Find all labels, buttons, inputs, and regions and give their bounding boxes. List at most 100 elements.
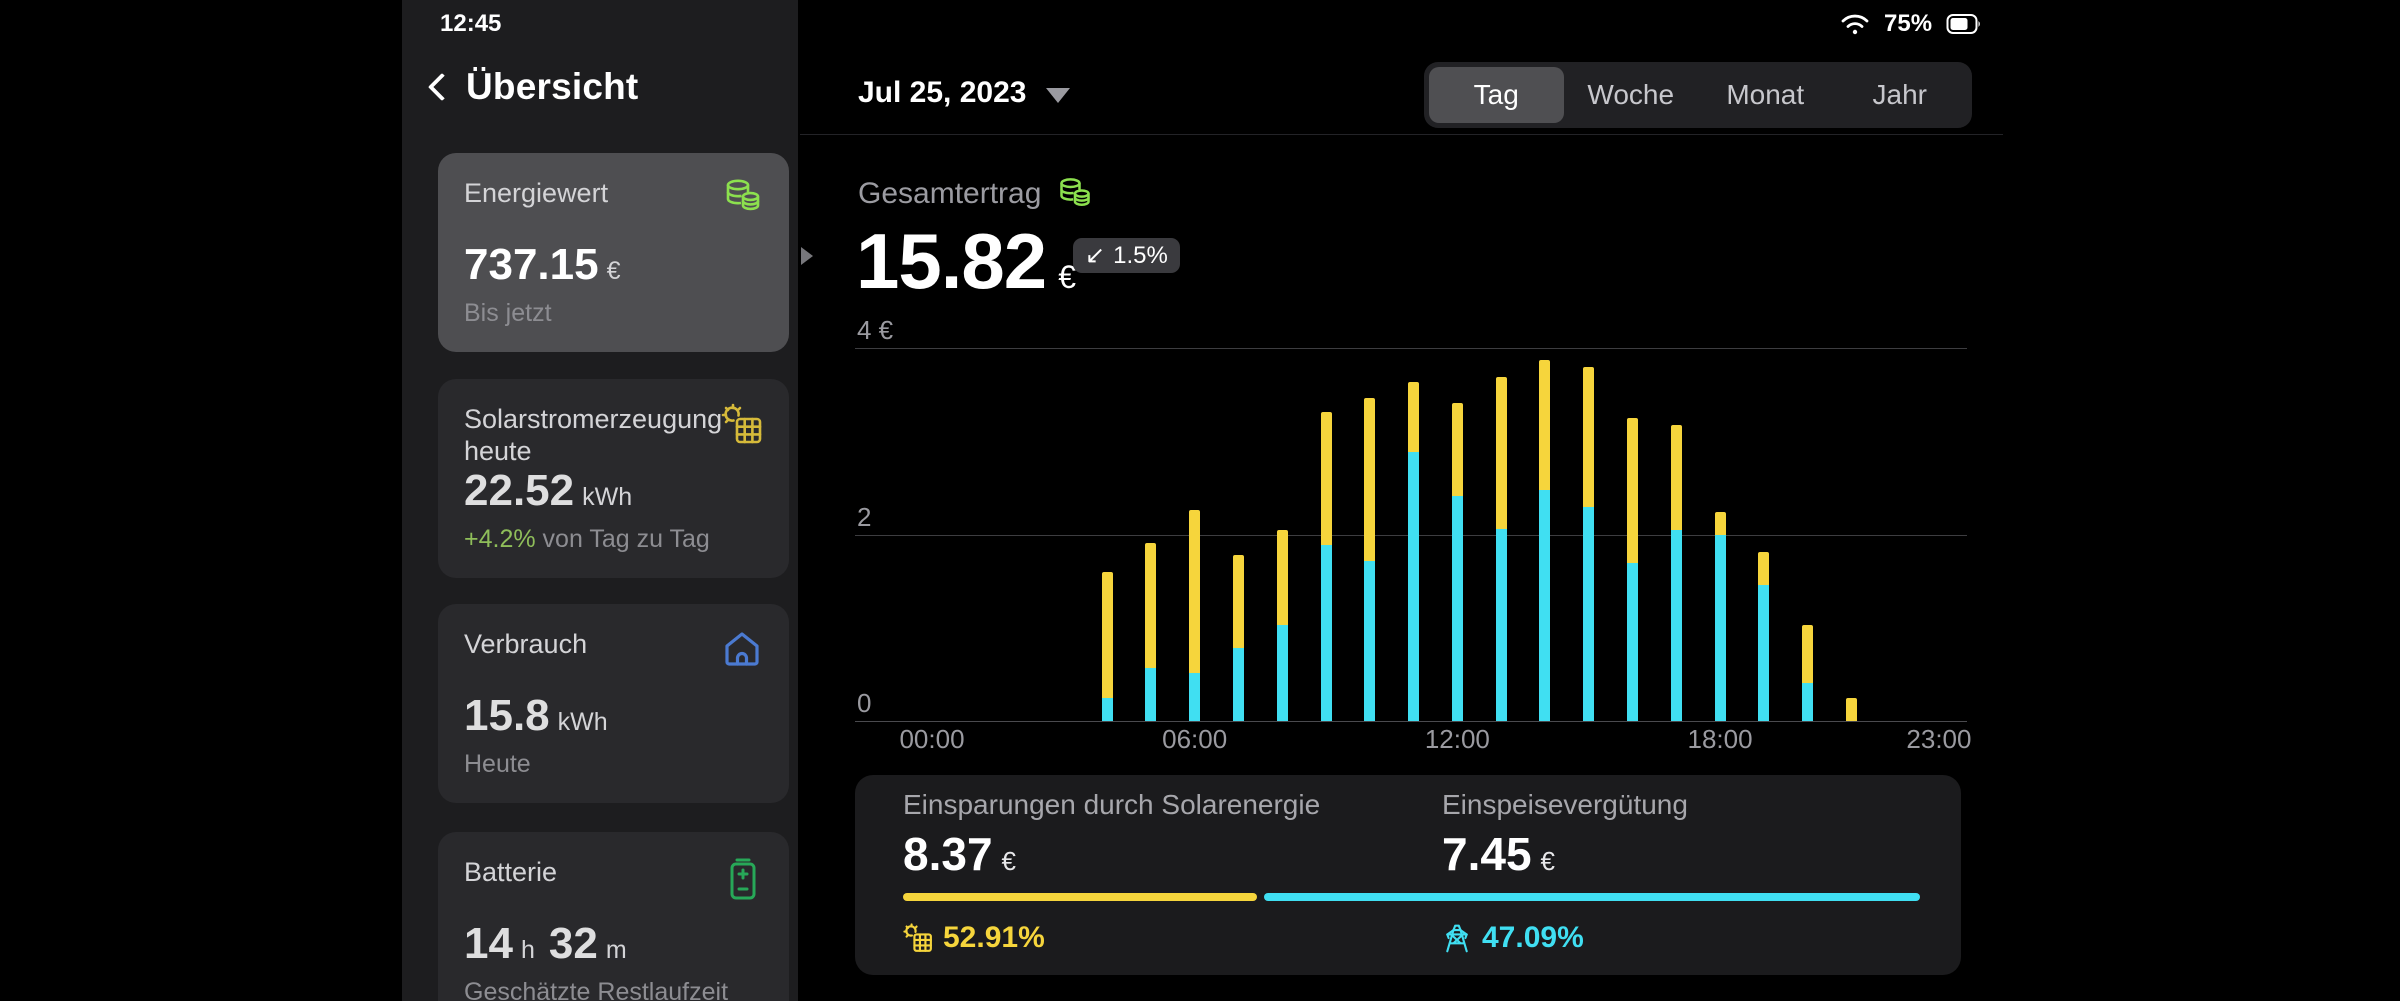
delta-value: +4.2% [464, 525, 536, 553]
feed-in-unit: € [1540, 846, 1555, 876]
tab-tag[interactable]: Tag [1429, 67, 1564, 123]
bar-segment-feed-in [1189, 672, 1201, 721]
feed-in-label: Einspeisevergütung [1442, 789, 1688, 820]
bar-segment-savings [1714, 512, 1726, 536]
battery-percent-label: 75% [1884, 10, 1933, 37]
card-title: Energiewert [464, 178, 609, 208]
total-unit: € [1058, 259, 1076, 295]
bar-segment-feed-in [1495, 528, 1507, 721]
bar-segment-savings [1364, 398, 1376, 561]
status-icons: 75% [1840, 10, 1982, 38]
feed-in-value: 7.45 [1442, 828, 1532, 880]
earnings-bar-chart[interactable]: 4 € 2 0 00:00 06:00 12:00 18:00 23:00 [855, 315, 1971, 765]
coins-icon [1057, 176, 1093, 212]
section-title: Gesamtertrag [858, 177, 1042, 210]
y-axis-tick-label: 2 [857, 501, 872, 532]
card-energiewert[interactable]: Energiewert 737.15 € [438, 153, 789, 352]
y-axis-tick-label: 0 [857, 688, 872, 718]
card-caption: +4.2% von Tag zu Tag [464, 525, 763, 554]
feed-in-percent: 47.09% [1482, 921, 1584, 954]
card-caption: Bis jetzt [464, 299, 552, 327]
chevron-down-icon [1046, 87, 1071, 103]
bar-segment-feed-in [1276, 624, 1288, 721]
x-axis-tick-label: 18:00 [1687, 724, 1753, 754]
card-unit: kWh [582, 483, 633, 511]
card-title: Batterie [464, 857, 558, 887]
coins-icon [723, 177, 763, 217]
bar-segment-feed-in [1232, 648, 1244, 721]
bar-segment-savings [1320, 412, 1332, 545]
tab-monat[interactable]: Monat [1726, 79, 1805, 110]
bar-segment-savings [1495, 376, 1507, 529]
header-divider [800, 134, 2003, 135]
bar-segment-savings [1626, 417, 1638, 564]
house-icon [721, 628, 763, 670]
card-unit: kWh [557, 708, 608, 736]
date-picker[interactable]: Jul 25, 2023 [858, 76, 1071, 110]
card-value-hours: 14 [464, 919, 513, 968]
bar-segment-savings [1583, 366, 1595, 508]
wifi-icon [1840, 12, 1870, 36]
tab-woche[interactable]: Woche [1587, 79, 1675, 110]
card-verbrauch[interactable]: Verbrauch 15.8 kWh Heute [438, 604, 789, 803]
bar-segment-feed-in [1626, 563, 1638, 721]
date-label: Jul 25, 2023 [858, 76, 1027, 109]
change-value: 1.5% [1113, 241, 1168, 269]
bar-segment-savings [1408, 381, 1420, 453]
y-axis-tick-label: 4 € [857, 315, 894, 345]
card-unit: € [606, 257, 621, 285]
card-unit-hours: h [520, 936, 535, 964]
sidebar-expand-handle[interactable] [801, 247, 813, 265]
bar-segment-feed-in [1670, 529, 1682, 721]
bar-segment-savings [1845, 697, 1857, 721]
tab-jahr[interactable]: Jahr [1872, 79, 1927, 110]
savings-bar-segment [903, 893, 1257, 901]
savings-label: Einsparungen durch Solarenergie [903, 789, 1321, 820]
card-batterie[interactable]: Batterie 14 h 32 m Geschätzte Restlaufze… [438, 832, 789, 1001]
x-axis-tick-label: 23:00 [1906, 724, 1972, 754]
bar-segment-feed-in [1364, 560, 1376, 721]
bar-segment-feed-in [1408, 452, 1420, 721]
x-axis-tick-label: 12:00 [1424, 724, 1490, 754]
card-caption: Geschätzte Restlaufzeit [464, 978, 729, 1001]
savings-value: 8.37 [903, 828, 993, 880]
bar-segment-feed-in [1758, 584, 1770, 721]
solar-panel-icon [903, 923, 933, 953]
status-time: 12:45 [440, 10, 502, 37]
bar-segment-savings [1232, 555, 1244, 649]
summary-panel: Einsparungen durch Solarenergie 8.37 € E… [855, 775, 1961, 975]
sidebar-title: Übersicht [466, 66, 639, 107]
bar-segment-feed-in [1451, 496, 1463, 721]
bar-segment-feed-in [1802, 682, 1814, 721]
bar-segment-savings [1276, 529, 1288, 625]
bar-segment-savings [1451, 403, 1463, 497]
card-value: 15.8 [464, 691, 550, 740]
chevron-left-icon [427, 72, 457, 102]
range-segmented-control: Tag Woche Monat Jahr [1424, 62, 1972, 128]
sidebar: 12:45 Übersicht Energiewert [402, 0, 798, 1001]
total-value-row: 15.82 € [856, 222, 1076, 300]
bar-segment-savings [1802, 624, 1814, 683]
delta-caption: von Tag zu Tag [542, 525, 710, 553]
card-value-minutes: 32 [548, 919, 598, 968]
back-button[interactable]: Übersicht [427, 66, 639, 108]
card-unit-minutes: m [605, 936, 627, 964]
bar-segment-feed-in [1539, 489, 1551, 721]
bar-segment-savings [1189, 510, 1201, 673]
x-axis-tick-label: 06:00 [1162, 724, 1228, 754]
arrow-down-left-icon: ↙ [1085, 242, 1106, 269]
card-caption: Heute [464, 750, 531, 778]
battery-status-icon [1946, 12, 1982, 36]
bar-segment-savings [1670, 425, 1682, 530]
card-value: 737.15 [464, 240, 599, 289]
total-value: 15.82 [856, 217, 1047, 305]
card-title: Solarstromerzeugung heute [464, 404, 723, 466]
bar-segment-feed-in [1320, 544, 1332, 721]
bar-segment-feed-in [1145, 667, 1157, 721]
bar-segment-savings [1145, 542, 1157, 668]
card-title: Verbrauch [464, 629, 588, 659]
y-gridline [855, 348, 1967, 349]
card-solarstromerzeugung[interactable]: Solarstromerzeugung heute 22.52 kWh +4.2… [438, 379, 789, 578]
savings-feedin-split-bar [903, 893, 1920, 901]
